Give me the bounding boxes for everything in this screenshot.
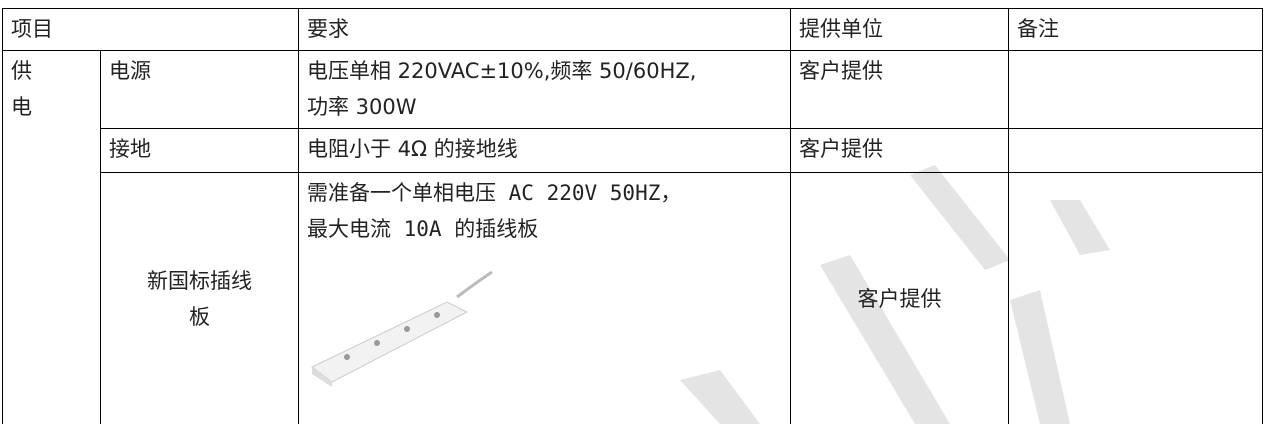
header-cell: 提供单位 — [790, 8, 1009, 51]
power-strip-image — [311, 270, 493, 387]
header-cell: 项目 — [2, 8, 299, 51]
requirement-text: 功率 300W — [307, 95, 417, 119]
group-cell: 供 电 — [2, 50, 101, 424]
note-cell — [1008, 128, 1263, 173]
group-label: 供 — [11, 59, 32, 83]
header-cell: 要求 — [298, 8, 791, 51]
requirement-cell: 电压单相 220VAC±10%,频率 50/60HZ, 功率 300W — [298, 50, 791, 129]
requirement-text: 电压单相 220VAC±10%,频率 50/60HZ, — [307, 59, 697, 83]
requirement-cell: 需准备一个单相电压 AC 220V 50HZ， 最大电流 10A 的插线板 — [298, 172, 791, 424]
requirement-cell: 电阻小于 4Ω 的接地线 — [298, 128, 791, 173]
item-text: 板 — [189, 304, 210, 329]
requirement-text: 最大电流 10A 的插线板 — [307, 217, 539, 241]
provider-cell: 客户提供 — [790, 172, 1009, 424]
requirement-text: 需准备一个单相电压 AC 220V 50HZ， — [307, 181, 682, 205]
provider-cell: 客户提供 — [790, 50, 1009, 129]
group-label: 电 — [11, 95, 32, 119]
requirement-text: 电阻小于 4Ω 的接地线 — [307, 137, 518, 161]
header-cell: 备注 — [1008, 8, 1263, 51]
provider-cell: 客户提供 — [790, 128, 1009, 173]
note-cell — [1008, 172, 1263, 424]
item-cell: 接地 — [100, 128, 299, 173]
note-cell — [1008, 50, 1263, 129]
requirements-table: 项目 要求 提供单位 备注 供 电 电源 电压单相 220VAC±10%,频率 … — [2, 8, 1263, 424]
item-cell: 新国标插线 板 — [100, 172, 299, 424]
item-cell: 电源 — [100, 50, 299, 129]
item-text: 新国标插线 — [147, 268, 252, 293]
